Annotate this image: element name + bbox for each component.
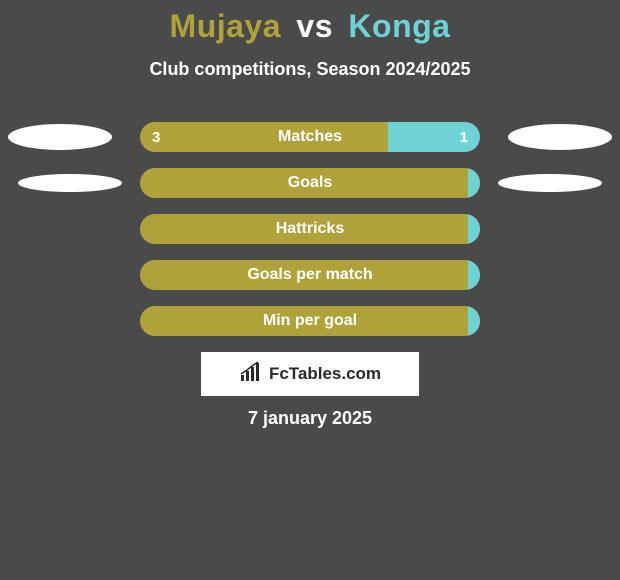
stat-bar: Goals per match (140, 260, 480, 290)
stat-bar-right: 1 (388, 122, 480, 152)
stat-bar-left: 3 (140, 122, 388, 152)
stat-bar: 31Matches (140, 122, 480, 152)
stat-bar-left (140, 168, 480, 198)
brand-chart-icon (239, 361, 265, 388)
card-title: Mujaya vs Konga (0, 0, 620, 45)
right-ellipse (508, 124, 612, 150)
stat-bar-left (140, 306, 480, 336)
stat-bar: Goals (140, 168, 480, 198)
stat-row: Hattricks (0, 214, 620, 244)
left-ellipse (8, 124, 112, 150)
stat-bar-left (140, 260, 480, 290)
stat-bar-right (468, 306, 480, 336)
vs-text: vs (296, 8, 333, 44)
brand-box: FcTables.com (201, 352, 419, 396)
stat-row: Min per goal (0, 306, 620, 336)
stat-row: Goals per match (0, 260, 620, 290)
date-line: 7 january 2025 (0, 408, 620, 429)
stat-row: Goals (0, 168, 620, 198)
stat-rows: 31Matches Goals Hattricks Goals per match Mi… (0, 122, 620, 336)
stat-bar-left (140, 214, 480, 244)
right-ellipse (498, 174, 602, 192)
stat-bar: Hattricks (140, 214, 480, 244)
brand-inner: FcTables.com (239, 361, 381, 388)
stat-bar: Min per goal (140, 306, 480, 336)
player2-name: Konga (348, 8, 450, 44)
stats-card: Mujaya vs Konga Club competitions, Seaso… (0, 0, 620, 580)
card-subtitle: Club competitions, Season 2024/2025 (0, 59, 620, 80)
stat-row: 31Matches (0, 122, 620, 152)
stat-bar-right (468, 260, 480, 290)
player1-name: Mujaya (170, 8, 281, 44)
left-ellipse (18, 174, 122, 192)
stat-bar-right (468, 214, 480, 244)
brand-text: FcTables.com (269, 364, 381, 384)
stat-bar-right (468, 168, 480, 198)
